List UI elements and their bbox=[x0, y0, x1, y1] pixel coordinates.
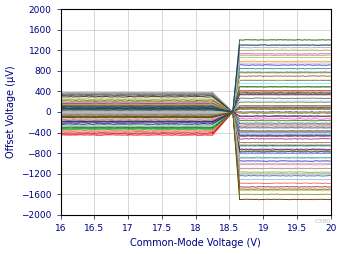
Y-axis label: Offset Voltage (μV): Offset Voltage (μV) bbox=[5, 66, 15, 158]
X-axis label: Common-Mode Voltage (V): Common-Mode Voltage (V) bbox=[130, 239, 261, 248]
Text: C380: C380 bbox=[315, 219, 331, 224]
